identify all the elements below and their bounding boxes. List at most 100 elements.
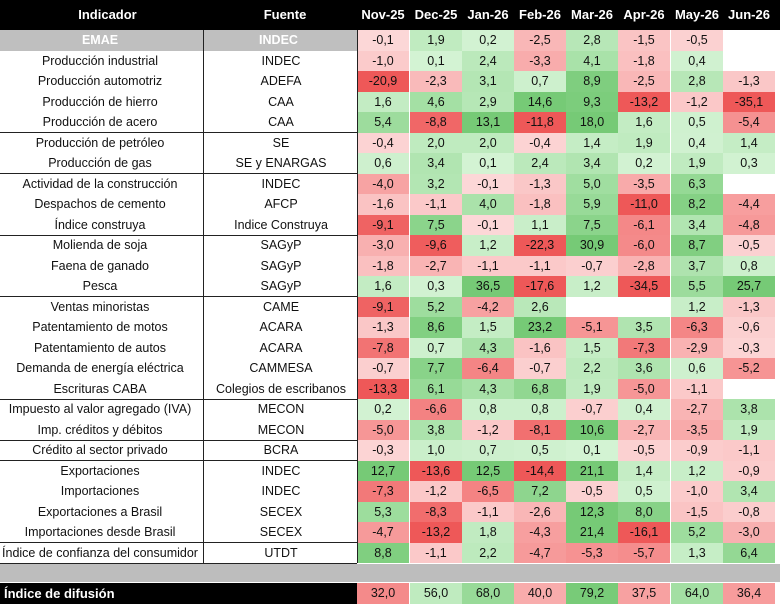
value-cell: 3,4 xyxy=(410,153,462,174)
indicator-label: Escrituras CABA xyxy=(53,381,147,396)
value-cell: 12,3 xyxy=(566,501,618,522)
source-label: INDEC xyxy=(200,30,357,51)
source-label: UTDT xyxy=(264,545,298,560)
table-row: Faena de ganado SAGyP -1,8 -2,7 -1,1 -1,1 -0,7… xyxy=(0,255,780,276)
table-row: Patentamiento de autos ACARA -7,8 0,7 4,3 -1,… xyxy=(0,337,780,358)
indicator-label: Índice construya xyxy=(54,217,146,232)
indicator-label: Ventas minoristas xyxy=(50,299,150,314)
value-cell: -1,2 xyxy=(671,91,723,112)
value-cell: -4,4 xyxy=(723,194,775,215)
value-cell: 2,8 xyxy=(671,71,723,92)
value-cell: 1,3 xyxy=(671,542,723,563)
value-cell: -11,8 xyxy=(514,112,566,133)
value-cell: 5,9 xyxy=(566,194,618,215)
value-cell: -2,7 xyxy=(410,255,462,276)
table-row: Producción de hierro CAA 1,6 4,6 2,9 14,6 9,3-… xyxy=(0,91,780,112)
value-cell: -13,3 xyxy=(357,378,409,399)
diffusion-cell: 40,0 xyxy=(514,583,566,604)
indicator-label: Exportaciones a Brasil xyxy=(37,504,163,519)
value-cell: 5,2 xyxy=(410,296,462,317)
source-label: Indice Construya xyxy=(234,217,328,232)
value-cell: 0,5 xyxy=(671,112,723,133)
value-cell: -1,1 xyxy=(723,440,775,461)
value-cell: 3,6 xyxy=(618,358,670,379)
indicator-label: Crédito al sector privado xyxy=(32,443,168,457)
value-cell: -1,8 xyxy=(514,194,566,215)
value-cell: -1,0 xyxy=(357,50,409,71)
header-month-3: Jan-26 xyxy=(467,7,509,22)
value-cell xyxy=(618,297,670,318)
value-cell: 6,8 xyxy=(514,378,566,399)
indicator-label: Impuesto al valor agregado (IVA) xyxy=(8,402,192,416)
value-cell: -1,8 xyxy=(618,50,670,71)
value-cell: -5,0 xyxy=(618,378,670,399)
diffusion-cell: 32,0 xyxy=(357,583,409,604)
table-row: Producción de gas SE y ENARGAS 0,6 3,4 0,1 2,… xyxy=(0,153,780,174)
value-cell: 1,9 xyxy=(410,30,462,51)
value-cell: -0,6 xyxy=(723,317,775,338)
header-month-8: Jun-26 xyxy=(728,7,770,22)
value-cell: 2,0 xyxy=(462,132,514,153)
value-cell: 5,2 xyxy=(671,522,723,543)
value-cell: 2,4 xyxy=(514,153,566,174)
indicator-label: Importaciones xyxy=(60,484,140,498)
value-cell: -0,1 xyxy=(462,214,514,235)
table-row: Producción industrial INDEC -1,0 0,1 2,4 -3,3… xyxy=(0,50,780,71)
value-cell: 7,2 xyxy=(514,481,566,502)
value-cell: -0,1 xyxy=(357,30,409,51)
value-cell: -1,1 xyxy=(671,378,723,399)
value-cell: -1,1 xyxy=(514,255,566,276)
indicator-label: Producción de petróleo xyxy=(35,135,165,150)
source-label: CAMMESA xyxy=(249,361,313,375)
indicator-label: Despachos de cemento xyxy=(34,197,166,211)
value-cell: 1,6 xyxy=(357,91,409,112)
value-cell: 4,3 xyxy=(462,378,514,399)
source-label: INDEC xyxy=(261,53,301,68)
value-cell: 0,6 xyxy=(357,153,409,174)
indicator-label: Pesca xyxy=(82,279,118,293)
value-cell: 3,5 xyxy=(618,317,670,338)
value-cell: -3,0 xyxy=(723,522,775,543)
table-row: Demanda de energía eléctrica CAMMESA -0,7 7… xyxy=(0,358,780,379)
value-cell: 3,2 xyxy=(410,173,462,194)
source-label: AFCP xyxy=(264,197,298,211)
value-cell: -8,3 xyxy=(410,501,462,522)
group-separator xyxy=(0,398,357,400)
value-cell: 5,0 xyxy=(566,173,618,194)
source-label: MECON xyxy=(257,422,305,437)
value-cell: 18,0 xyxy=(566,112,618,133)
table-row: Índice construya Indice Construya -9,1 7,5-… xyxy=(0,214,780,235)
value-cell: 1,0 xyxy=(410,440,462,461)
value-cell: -0,3 xyxy=(723,337,775,358)
value-cell: 8,6 xyxy=(410,317,462,338)
value-cell: -6,6 xyxy=(410,399,462,420)
value-cell: 3,8 xyxy=(410,419,462,440)
value-cell: 0,6 xyxy=(671,358,723,379)
value-cell: 5,4 xyxy=(357,112,409,133)
value-cell: -1,1 xyxy=(462,255,514,276)
value-cell: 4,1 xyxy=(566,50,618,71)
header-month-5: Mar-26 xyxy=(571,7,613,22)
table-row: Crédito al sector privado BCRA -0,3 1,0 0,7 0… xyxy=(0,440,780,461)
table-row: Actividad de la construcción INDEC -4,0 3,2… xyxy=(0,173,780,194)
indicator-label: Importaciones desde Brasil xyxy=(24,525,176,539)
value-cell: 5,3 xyxy=(357,501,409,522)
value-cell: -1,5 xyxy=(671,501,723,522)
value-cell: 2,4 xyxy=(462,50,514,71)
value-cell: -0,1 xyxy=(462,173,514,194)
source-label: Colegios de escribanos xyxy=(216,381,346,396)
value-cell: 2,6 xyxy=(514,296,566,317)
value-cell: -5,0 xyxy=(357,419,409,440)
value-cell: -22,3 xyxy=(514,235,566,256)
value-cell: 9,3 xyxy=(566,91,618,112)
indicator-label: Producción de gas xyxy=(48,156,152,170)
value-cell: 0,8 xyxy=(723,255,775,276)
source-label: SAGyP xyxy=(260,238,302,252)
value-cell: -2,7 xyxy=(618,419,670,440)
value-cell: 0,3 xyxy=(410,276,462,297)
value-cell: -17,6 xyxy=(514,276,566,297)
value-cell: -0,9 xyxy=(671,440,723,461)
value-cell: -6,1 xyxy=(618,214,670,235)
value-cell: -2,8 xyxy=(618,255,670,276)
table-row: EMAE INDEC -0,1 1,9 0,2 -2,5 2,8 -1,5 -0,5 xyxy=(0,30,780,51)
